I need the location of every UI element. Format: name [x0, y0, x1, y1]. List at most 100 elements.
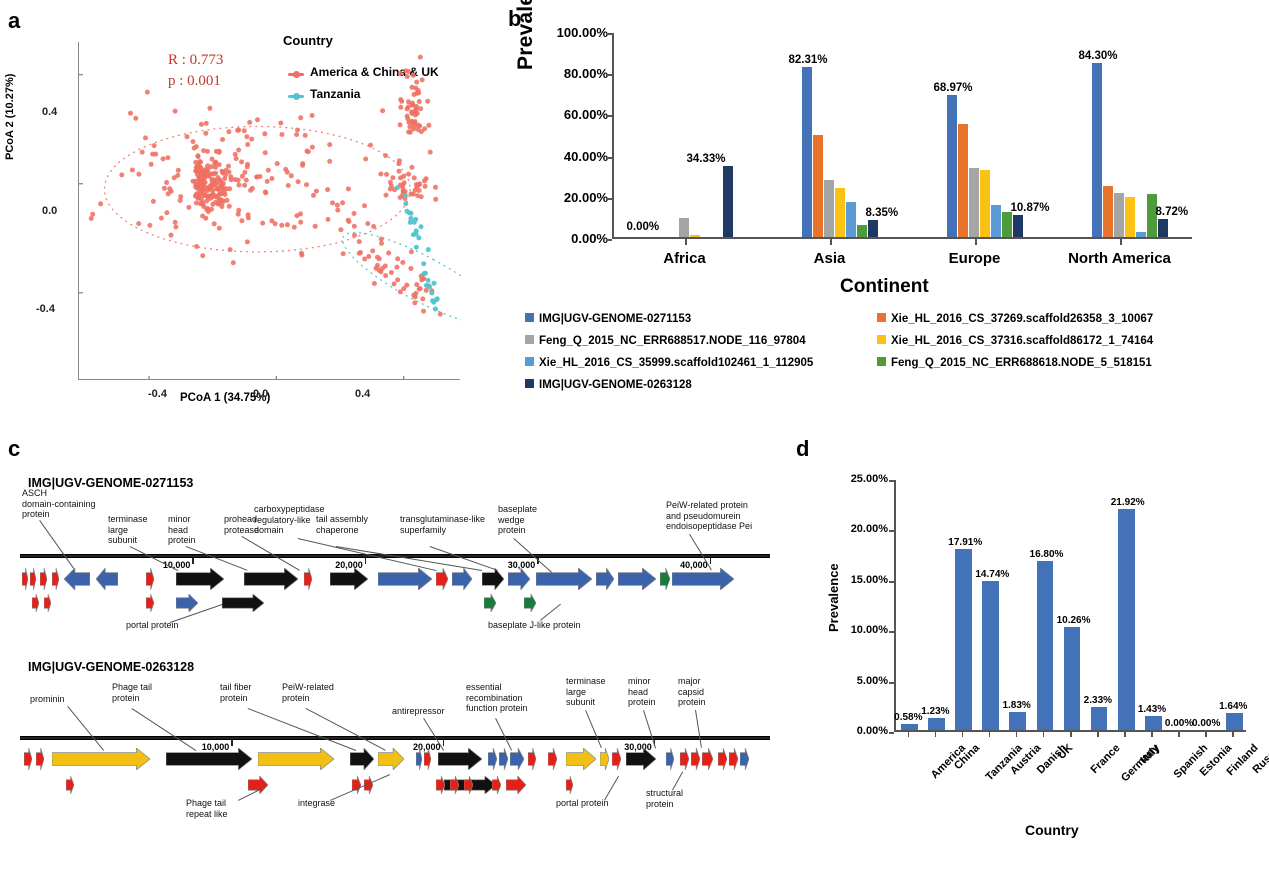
gene-annotation-label: PeiW-related protein	[282, 682, 334, 703]
panel-a-letter: a	[8, 8, 21, 33]
panel-d-bar-danish	[1009, 711, 1027, 730]
panel-d-bar-uk	[1036, 560, 1054, 730]
panel-b-bar-asia-s0	[801, 67, 812, 237]
panel-b-bar-north-america-s3	[1124, 197, 1135, 237]
panel-b-value-label-africa-s6: 34.33%	[686, 153, 726, 166]
panel-d-value-label-china: 1.23%	[921, 705, 950, 717]
panel-d-ytickmark-1	[889, 530, 894, 533]
gene-annotation-label: minor head protein	[168, 514, 196, 545]
gene-arrow-blue	[499, 748, 508, 770]
gene-leader-line	[131, 708, 196, 751]
panel-d-bar-germany	[1090, 706, 1108, 730]
gene-arrow-black	[626, 748, 656, 770]
panel-d-value-label-france: 10.26%	[1056, 614, 1091, 626]
panel-b-legend-swatch-5	[877, 357, 886, 366]
panel-c-map2-tick-2: 30,000	[624, 742, 652, 752]
panel-d-bar-america	[901, 724, 918, 730]
panel-b-plot-area: 0.00% 34.33% 82.31% 8.35% 68.97% 10.87% 84.30%…	[612, 33, 1192, 239]
panel-c-genome-maps: c IMG|UGV-GENOME-0271153 10,000 20,000 30,…	[0, 432, 790, 894]
gene-annotation-label: Phage tail repeat like	[186, 798, 228, 819]
panel-d-value-label-spanish: 1.43%	[1137, 703, 1167, 715]
panel-d-xtickmark-6	[1070, 732, 1072, 737]
gene-leader-line	[39, 520, 74, 569]
gene-arrow-black	[176, 568, 224, 590]
gene-arrow-red	[66, 776, 74, 794]
panel-b-ytickmark-4	[606, 197, 612, 200]
panel-b-legend-label-3: Xie_HL_2016_CS_37316.scaffold86172_1_741…	[891, 335, 1154, 347]
panel-d-ytick-5: 0.00%	[856, 725, 888, 737]
panel-d-value-label-tanzania: 17.91%	[948, 537, 983, 549]
panel-c-map2-tick-0: 10,000	[201, 742, 230, 752]
gene-arrow-red	[680, 748, 689, 770]
gene-arrow-red	[352, 776, 361, 794]
gene-annotation-label: essential recombination function protein	[466, 682, 528, 713]
panel-d-xtickmark-12	[1232, 732, 1234, 737]
gene-arrow-blue	[488, 748, 497, 770]
panel-b-bar-north-america-s1	[1102, 185, 1113, 237]
panel-b-bar-europe-s0	[946, 94, 957, 237]
panel-a-p-value: p : 0.001	[168, 73, 221, 89]
gene-arrow-black	[330, 568, 368, 590]
gene-annotation-label: portal protein	[556, 798, 609, 808]
gene-leader-line	[585, 710, 602, 749]
gene-arrow-red	[492, 776, 501, 794]
panel-d-value-label-russia: 1.64%	[1219, 701, 1248, 713]
gene-arrow-red	[436, 568, 448, 590]
gene-annotation-label: baseplate wedge protein	[498, 504, 538, 535]
panel-b-ytick-2: 60.00%	[563, 107, 608, 123]
gene-arrow-red	[146, 568, 154, 590]
gene-arrow-blue	[176, 594, 198, 612]
panel-a-pcoa: a PCoA 2 (10.27%) PCoA 1 (34.75%) 0.4 0.…	[0, 0, 500, 430]
gene-annotation-label: structural protein	[646, 788, 684, 809]
panel-b-ytickmark-0	[606, 33, 612, 35]
panel-b-bar-europe-s3	[979, 170, 990, 237]
panel-c-map1-tick-0: 10,000	[162, 560, 191, 570]
gene-arrow-yellow	[600, 748, 609, 770]
panel-d-ytick-1: 20.00%	[850, 523, 888, 536]
panel-d-xtickmark-3	[988, 732, 991, 737]
panel-c-map1-tickmark-1	[364, 558, 367, 564]
gene-annotation-label: Phage tail protein	[112, 682, 153, 703]
gene-leader-line	[495, 718, 512, 751]
gene-arrow-yellow	[566, 748, 596, 770]
panel-b-legend-swatch-2	[525, 335, 534, 344]
panel-b-ytick-4: 20.00%	[563, 189, 608, 205]
gene-leader-line	[604, 776, 619, 801]
panel-b-bar-asia-s4	[845, 201, 856, 237]
panel-d-ytickmark-3	[889, 631, 894, 634]
gene-leader-line	[540, 604, 561, 621]
panel-d-xtickmark-8	[1124, 732, 1126, 737]
gene-arrow-blue	[672, 568, 734, 590]
panel-d-xtickmark-5	[1042, 732, 1045, 737]
panel-d-value-label-america: 0.58%	[894, 712, 923, 724]
panel-b-legend-swatch-1	[877, 313, 886, 322]
gene-arrow-blue	[596, 568, 614, 590]
gene-arrow-black	[222, 594, 264, 612]
panel-b-bar-asia-s2	[823, 180, 834, 237]
gene-arrow-red	[52, 568, 59, 590]
panel-a-legend-swatch-tanzania	[288, 92, 304, 100]
panel-d-value-label-germany: 2.33%	[1083, 694, 1113, 706]
gene-annotation-label: terminase large subunit	[108, 514, 148, 545]
panel-b-bar-north-america-s5	[1146, 193, 1157, 237]
panel-d-bar-russia	[1226, 713, 1243, 730]
panel-b-xtickmark-0	[684, 239, 687, 245]
gene-leader-line	[695, 710, 702, 749]
panel-b-legend-item-1: Xie_HL_2016_CS_37269.scaffold26358_3_100…	[877, 313, 1153, 325]
gene-annotation-label: transglutaminase-like superfamily	[400, 514, 486, 535]
panel-d-ytickmark-0	[889, 480, 894, 482]
panel-b-legend-item-5: Feng_Q_2015_NC_ERR688618.NODE_5_518151	[877, 357, 1152, 369]
panel-b-legend-swatch-6	[525, 379, 534, 388]
panel-d-xtickmark-10	[1178, 732, 1180, 737]
panel-c-map1-tick-2: 30,000	[507, 560, 536, 570]
panel-d-xtick-france: France	[1088, 742, 1123, 776]
gene-arrow-blue	[666, 748, 674, 770]
panel-d-bar-china	[928, 717, 945, 730]
gene-arrow-blue	[64, 568, 90, 590]
panel-d-prevalence-by-country: d Prevalence 25.00% 20.00% 15.00% 10.00% 5.0…	[790, 432, 1269, 894]
gene-arrow-black	[244, 568, 298, 590]
gene-arrow-red	[36, 748, 44, 770]
panel-d-bar-france	[1063, 626, 1081, 730]
panel-b-legend-label-1: Xie_HL_2016_CS_37269.scaffold26358_3_100…	[891, 313, 1154, 325]
panel-d-value-label-estonia: 0.00%	[1164, 718, 1194, 729]
